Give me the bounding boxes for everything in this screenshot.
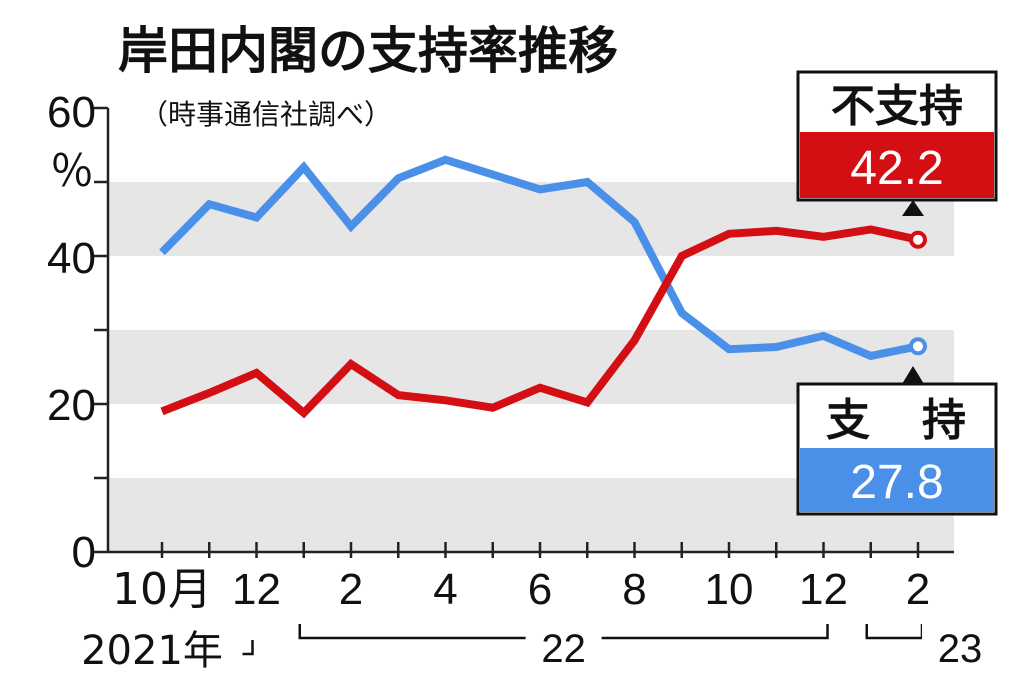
year-label-23: 23: [938, 627, 983, 671]
disapprove-callout-title: 不支持: [831, 81, 963, 132]
y-tick-label-60: 60: [47, 88, 96, 137]
series-lines: [159, 155, 927, 419]
year-bracket-2021: [242, 640, 254, 656]
x-tick-label: 4: [433, 565, 457, 614]
year-label-22: 22: [541, 627, 586, 671]
approve-callout-value-bg: [800, 448, 994, 512]
approve-latest-point: [909, 337, 927, 356]
approve-series-line: [159, 155, 919, 361]
x-tick-label: 12: [799, 565, 848, 614]
year-label-mask: [525, 622, 602, 658]
x-tick-labels: 10月 12 2 4 6 8 10 12 2: [112, 564, 930, 615]
disapprove-callout-pointer: [902, 200, 924, 216]
year-labels: 2021年 22 23: [81, 622, 998, 674]
x-tick-label: 8: [622, 565, 646, 614]
x-tick-label: 2: [906, 565, 930, 614]
y-tick-label-0: 0: [72, 528, 96, 577]
y-tick-label-40: 40: [47, 234, 96, 283]
x-tick-label: 10: [705, 565, 754, 614]
approve-callout: 支 持 27.8: [796, 366, 998, 516]
approve-callout-title-2: 持: [922, 395, 966, 446]
disapprove-latest-point: [909, 230, 927, 249]
year-label-2021: 2021年: [81, 628, 223, 674]
year-label-mask: [922, 622, 998, 658]
disapprove-series-line: [160, 225, 919, 419]
disapprove-callout-value: 42.2: [850, 142, 943, 195]
x-tick-label: 10月: [112, 564, 212, 615]
approve-callout-title-1: 支: [826, 395, 870, 446]
x-axis: [108, 542, 954, 558]
approve-callout-value: 27.8: [850, 456, 943, 509]
chart-source: （時事通信社調べ）: [140, 98, 392, 131]
x-tick-label: 2: [339, 565, 363, 614]
y-axis: 60 ％ 40 20 0: [47, 88, 110, 577]
x-tick-label: 6: [528, 565, 552, 614]
x-tick-label: 12: [232, 565, 281, 614]
disapprove-callout-value-bg: [800, 132, 994, 198]
year-bracket-23: [865, 624, 924, 640]
disapprove-callout: 不支持 42.2: [796, 70, 998, 216]
y-tick-label-20: 20: [47, 381, 96, 430]
y-axis-unit: ％: [50, 146, 94, 197]
approve-callout-pointer: [902, 366, 924, 384]
chart-title: 岸田内閣の支持率推移: [118, 22, 618, 80]
